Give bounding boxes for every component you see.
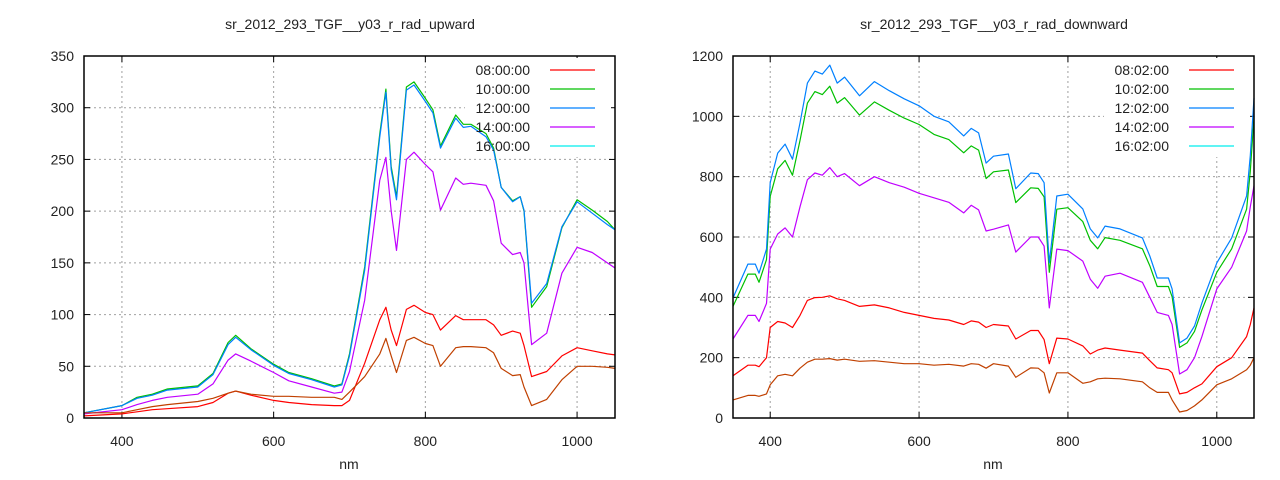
legend-label: 16:00:00 xyxy=(476,138,531,154)
legend-label: 10:00:00 xyxy=(476,81,531,97)
x-tick-label: 600 xyxy=(262,433,286,449)
legend-label: 12:00:00 xyxy=(476,100,531,116)
downward-chart: 0 200 400 600 800 1000 1200 400 600 800 1000 08:02:… xyxy=(692,48,1255,449)
legend-label: 08:02:00 xyxy=(1115,62,1170,78)
y-tick-label: 600 xyxy=(700,229,724,245)
y-tick-label: 150 xyxy=(51,255,75,271)
y-tick-label: 0 xyxy=(66,410,74,426)
legend-label: 16:02:00 xyxy=(1115,138,1170,154)
x-tick-label: 400 xyxy=(110,433,134,449)
series-line-08-00-00 xyxy=(83,304,616,417)
series-line-12-00-00 xyxy=(83,84,616,414)
x-tick-label: 1000 xyxy=(561,433,592,449)
upward-chart-title: sr_2012_293_TGF__y03_r_rad_upward xyxy=(225,16,475,32)
series-line-unlabeled xyxy=(732,357,1255,413)
upward-x-axis-label: nm xyxy=(339,456,359,472)
legend-label: 10:02:00 xyxy=(1115,81,1170,97)
downward-x-axis-label: nm xyxy=(983,456,1003,472)
y-tick-label: 200 xyxy=(700,350,724,366)
x-tick-label: 800 xyxy=(414,433,438,449)
series-line-unlabeled xyxy=(84,336,616,414)
y-tick-label: 0 xyxy=(715,410,723,426)
y-tick-label: 1200 xyxy=(692,48,723,64)
x-tick-label: 800 xyxy=(1056,433,1080,449)
y-tick-label: 800 xyxy=(700,169,724,185)
series-line-08-02-00 xyxy=(732,295,1255,395)
y-tick-label: 300 xyxy=(51,100,75,116)
x-tick-label: 400 xyxy=(759,433,783,449)
upward-chart: 0 50 100 150 200 250 300 350 400 600 800 1000 08:00:… xyxy=(51,48,616,449)
y-tick-label: 200 xyxy=(51,203,75,219)
x-tick-label: 1000 xyxy=(1201,433,1232,449)
y-tick-label: 1000 xyxy=(692,108,723,124)
x-tick-label: 600 xyxy=(907,433,931,449)
y-tick-label: 50 xyxy=(58,358,74,374)
y-tick-label: 250 xyxy=(51,151,75,167)
legend-label: 12:02:00 xyxy=(1115,100,1170,116)
plot-frame xyxy=(732,55,1255,419)
legend-label: 08:00:00 xyxy=(476,62,531,78)
series-line-14-00-00 xyxy=(83,151,616,415)
y-tick-label: 400 xyxy=(700,289,724,305)
series-line-14-02-00 xyxy=(732,167,1255,375)
series-line-12-02-00 xyxy=(732,64,1255,344)
legend-label: 14:02:00 xyxy=(1115,119,1170,135)
series-line-10-02-00 xyxy=(732,85,1255,348)
y-tick-label: 100 xyxy=(51,307,75,323)
y-tick-label: 350 xyxy=(51,48,75,64)
downward-chart-title: sr_2012_293_TGF__y03_r_rad_downward xyxy=(860,16,1128,32)
plot-frame xyxy=(83,55,616,419)
legend-label: 14:00:00 xyxy=(476,119,531,135)
